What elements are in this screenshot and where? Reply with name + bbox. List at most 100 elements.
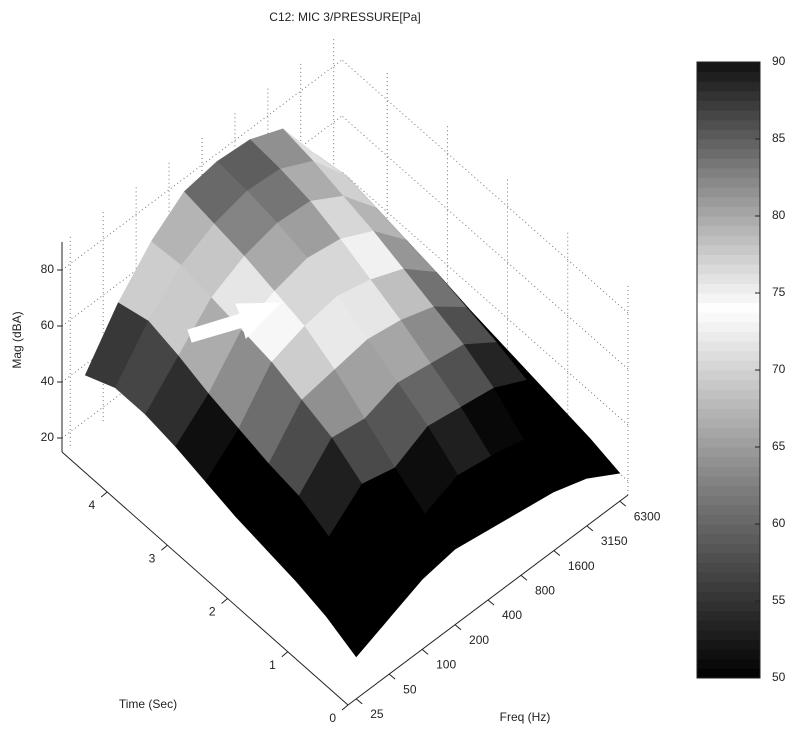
colorbar-band bbox=[697, 591, 760, 602]
colorbar-tick-label: 85 bbox=[772, 131, 786, 145]
colorbar-band bbox=[697, 543, 760, 554]
colorbar-band bbox=[697, 302, 760, 313]
colorbar-band bbox=[697, 408, 760, 419]
colorbar-band bbox=[697, 524, 760, 535]
colorbar-band bbox=[697, 90, 760, 101]
colorbar-band bbox=[697, 668, 760, 679]
z-tick-label: 80 bbox=[41, 262, 55, 276]
colorbar-band bbox=[697, 514, 760, 525]
y-tick bbox=[161, 544, 168, 551]
x-tick bbox=[355, 698, 363, 705]
y-tick-label: 1 bbox=[269, 658, 276, 672]
colorbar-band bbox=[697, 437, 760, 448]
colorbar-band bbox=[697, 447, 760, 458]
x-tick-label: 400 bbox=[502, 608, 522, 622]
y-tick-label: 3 bbox=[149, 551, 156, 565]
colorbar-band bbox=[697, 658, 760, 669]
z-tick-label: 60 bbox=[41, 318, 55, 332]
y-tick-label: 4 bbox=[88, 498, 95, 512]
colorbar-band bbox=[697, 495, 760, 506]
colorbar-band bbox=[697, 572, 760, 583]
x-tick bbox=[520, 574, 528, 581]
x-tick bbox=[586, 525, 594, 532]
x-tick bbox=[553, 550, 561, 556]
colorbar-band bbox=[697, 331, 760, 342]
colorbar-band bbox=[697, 187, 760, 198]
colorbar-band bbox=[697, 129, 760, 140]
colorbar-band bbox=[697, 119, 760, 130]
colorbar-band bbox=[697, 81, 760, 92]
colorbar-tick-label: 75 bbox=[772, 285, 786, 299]
surface-patch bbox=[325, 577, 390, 658]
x-tick bbox=[454, 624, 462, 631]
colorbar-band bbox=[697, 71, 760, 82]
x-tick bbox=[619, 500, 627, 507]
colorbar-band bbox=[697, 62, 760, 73]
colorbar-band bbox=[697, 235, 760, 246]
colorbar-band bbox=[697, 158, 760, 169]
z-axis-label: Mag (dBA) bbox=[10, 311, 24, 368]
colorbar-tick-label: 90 bbox=[772, 54, 786, 68]
colorbar-band bbox=[697, 610, 760, 621]
x-tick-label: 1600 bbox=[568, 559, 595, 573]
colorbar-band bbox=[697, 244, 760, 255]
colorbar-band bbox=[697, 196, 760, 207]
colorbar-band bbox=[697, 206, 760, 217]
y-tick bbox=[341, 704, 349, 711]
x-tick-label: 200 bbox=[469, 633, 489, 647]
z-tick-label: 20 bbox=[41, 430, 55, 444]
y-tick-label: 0 bbox=[329, 711, 336, 725]
colorbar-tick-label: 80 bbox=[772, 208, 786, 222]
colorbar-band bbox=[697, 475, 760, 486]
colorbar-band bbox=[697, 293, 760, 304]
colorbar-band bbox=[697, 418, 760, 429]
x-tick-label: 50 bbox=[403, 682, 417, 696]
colorbar-band bbox=[697, 533, 760, 544]
colorbar-band bbox=[697, 148, 760, 159]
colorbar-band bbox=[697, 216, 760, 227]
colorbar-band bbox=[697, 629, 760, 640]
x-tick-label: 100 bbox=[436, 658, 456, 672]
colorbar-band bbox=[697, 370, 760, 381]
colorbar-tick-label: 50 bbox=[772, 670, 786, 684]
colorbar-band bbox=[697, 139, 760, 150]
colorbar-band bbox=[697, 485, 760, 496]
z-tick-label: 40 bbox=[41, 374, 55, 388]
colorbar-band bbox=[697, 100, 760, 111]
colorbar-band bbox=[697, 552, 760, 563]
colorbar-band bbox=[697, 312, 760, 323]
surface bbox=[84, 128, 621, 658]
colorbar-band bbox=[697, 581, 760, 592]
y-tick-label: 2 bbox=[209, 605, 216, 619]
colorbar-band bbox=[697, 639, 760, 650]
x-tick bbox=[388, 673, 396, 680]
colorbar-band bbox=[697, 398, 760, 409]
x-tick bbox=[487, 599, 495, 606]
colorbar-tick-label: 65 bbox=[772, 439, 786, 453]
colorbar-band bbox=[697, 427, 760, 438]
colorbar-band bbox=[697, 350, 760, 361]
colorbar-band bbox=[697, 562, 760, 573]
colorbar-band bbox=[697, 649, 760, 660]
colorbar-tick-label: 55 bbox=[772, 593, 786, 607]
x-axis-label: Freq (Hz) bbox=[500, 710, 551, 724]
x-tick-label: 6300 bbox=[634, 509, 661, 523]
chart-title: C12: MIC 3/PRESSURE[Pa] bbox=[269, 10, 420, 24]
colorbar-tick-label: 70 bbox=[772, 362, 786, 376]
y-axis bbox=[61, 451, 349, 706]
x-tick-label: 3150 bbox=[601, 534, 628, 548]
y-tick bbox=[100, 491, 108, 498]
colorbar-band bbox=[697, 167, 760, 178]
colorbar-band bbox=[697, 225, 760, 236]
colorbar-band bbox=[697, 273, 760, 284]
colorbar-band bbox=[697, 110, 760, 121]
colorbar-band bbox=[697, 379, 760, 390]
colorbar-band bbox=[697, 456, 760, 467]
colorbar-band bbox=[697, 389, 760, 400]
colorbar-tick-label: 60 bbox=[772, 516, 786, 530]
colorbar-band bbox=[697, 254, 760, 265]
y-axis-label: Time (Sec) bbox=[119, 697, 177, 711]
colorbar-band bbox=[697, 620, 760, 631]
colorbar-band bbox=[697, 466, 760, 477]
